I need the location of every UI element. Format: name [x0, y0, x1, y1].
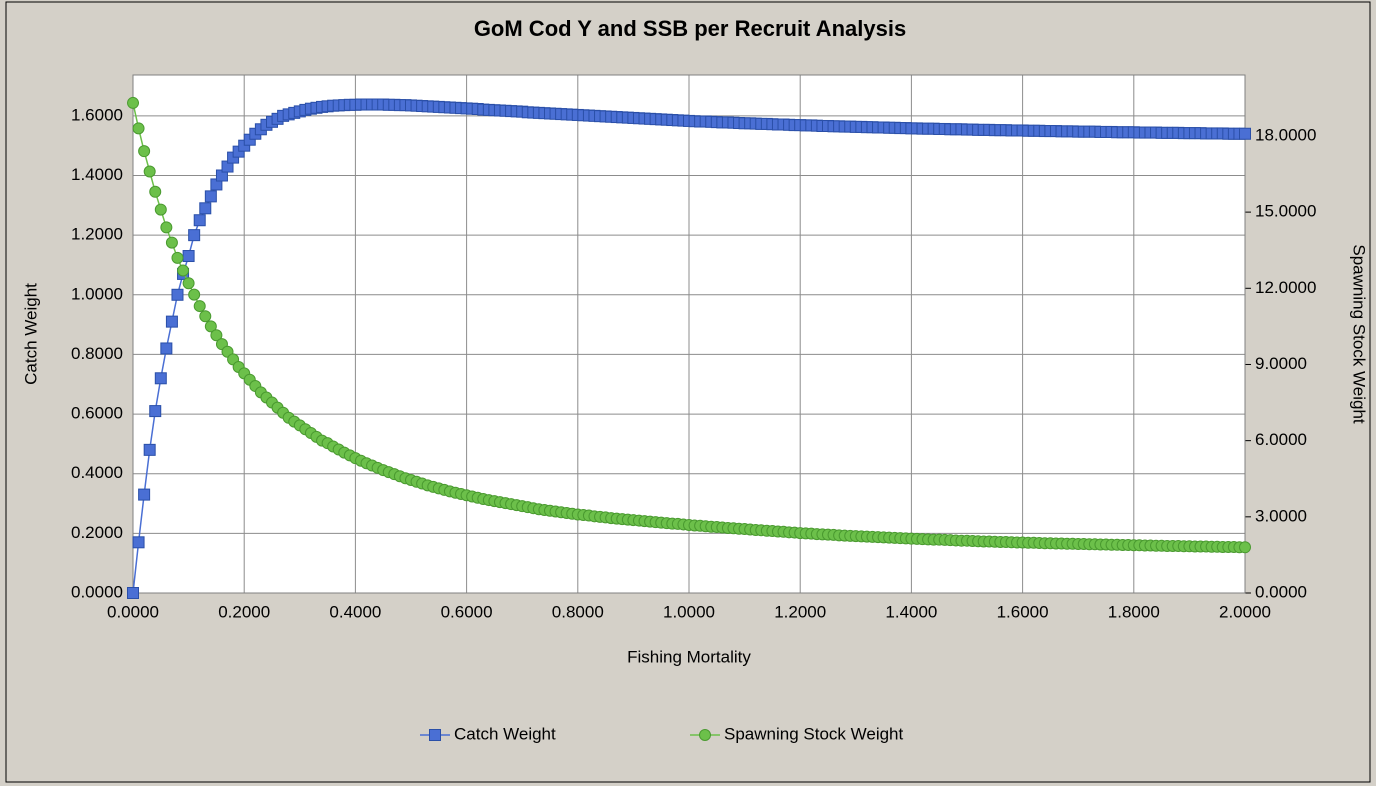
point: [199, 310, 212, 323]
x-tick-label: 0.2000: [218, 602, 270, 621]
chart-title: GoM Cod Y and SSB per Recruit Analysis: [474, 16, 906, 41]
point: [193, 300, 206, 313]
x-tick-label: 2.0000: [1219, 602, 1271, 621]
point: [1239, 127, 1251, 140]
x-tick-label: 1.4000: [885, 602, 937, 621]
y2-tick-label: 0.0000: [1255, 582, 1307, 601]
y-tick-label: 0.2000: [71, 523, 123, 542]
y2-tick-label: 3.0000: [1255, 506, 1307, 525]
x-tick-label: 0.8000: [552, 602, 604, 621]
point: [149, 405, 162, 418]
x-tick-label: 0.0000: [107, 602, 159, 621]
point: [132, 536, 145, 549]
y-tick-label: 0.6000: [71, 404, 123, 423]
plot-border: [132, 74, 1246, 594]
point: [149, 185, 162, 198]
point: [193, 214, 206, 227]
y-axis-title: Catch Weight: [21, 283, 40, 385]
point: [127, 96, 139, 109]
point: [138, 145, 151, 158]
y-tick-label: 1.0000: [71, 284, 123, 303]
x-tick-label: 0.4000: [329, 602, 381, 621]
x-tick-label: 1.2000: [774, 602, 826, 621]
legend-label: Catch Weight: [454, 724, 556, 743]
y-tick-label: 0.8000: [71, 344, 123, 363]
point: [154, 203, 167, 216]
y2-tick-label: 12.0000: [1255, 278, 1316, 297]
point: [188, 288, 201, 301]
point: [204, 320, 217, 333]
point: [171, 251, 184, 264]
point: [160, 221, 173, 234]
x-tick-label: 1.0000: [663, 602, 715, 621]
y2-tick-label: 15.0000: [1255, 202, 1316, 221]
point: [182, 250, 195, 263]
point: [127, 587, 139, 599]
x-tick-label: 1.6000: [997, 602, 1049, 621]
y-tick-label: 1.6000: [71, 105, 123, 124]
point: [160, 342, 173, 355]
legend-label: Spawning Stock Weight: [724, 724, 904, 743]
point: [165, 236, 178, 249]
point: [143, 165, 156, 178]
point: [171, 288, 184, 301]
point: [177, 264, 190, 277]
point: [188, 229, 201, 242]
point: [138, 488, 151, 501]
point: [199, 202, 212, 215]
x-axis-title: Fishing Mortality: [627, 647, 751, 666]
legend-marker: [699, 729, 711, 741]
point: [143, 443, 156, 456]
x-tick-label: 0.6000: [441, 602, 493, 621]
point: [182, 277, 195, 290]
point: [1239, 541, 1251, 554]
x-tick-label: 1.8000: [1108, 602, 1160, 621]
point: [154, 372, 167, 385]
y-tick-label: 0.4000: [71, 463, 123, 482]
point: [210, 329, 223, 342]
y2-tick-label: 9.0000: [1255, 354, 1307, 373]
y-tick-label: 0.0000: [71, 582, 123, 601]
y-tick-label: 1.4000: [71, 165, 123, 184]
legend-marker: [429, 729, 441, 741]
y2-tick-label: 6.0000: [1255, 430, 1307, 449]
y2-axis-title: Spawning Stock Weight: [1350, 244, 1369, 424]
point: [204, 190, 217, 203]
point: [165, 315, 178, 328]
y-tick-label: 1.2000: [71, 225, 123, 244]
point: [132, 122, 145, 135]
y2-tick-label: 18.0000: [1255, 125, 1316, 144]
